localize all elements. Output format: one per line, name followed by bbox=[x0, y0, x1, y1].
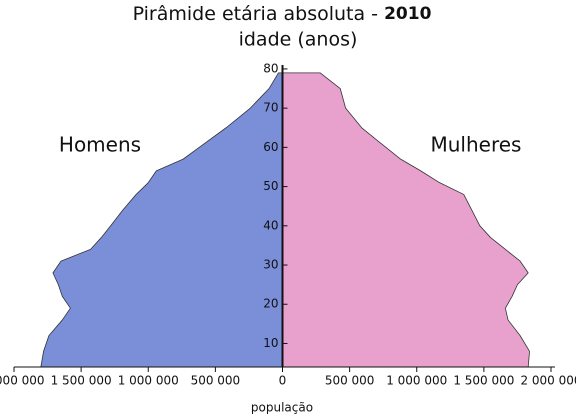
title-text: Pirâmide etária absoluta - bbox=[133, 3, 384, 25]
x-tick-label: 1 000 000 bbox=[118, 374, 179, 388]
legend-label: Mulheres bbox=[431, 133, 522, 157]
x-tick-label: 500 000 bbox=[325, 374, 375, 388]
x-tick-label: 2 000 000 bbox=[520, 374, 576, 388]
y-tick-label: 40 bbox=[263, 218, 278, 232]
x-tick-label: 500 000 bbox=[191, 374, 241, 388]
x-tick-label: 1 000 000 bbox=[386, 374, 447, 388]
y-tick-label: 30 bbox=[263, 258, 278, 272]
chart-title: Pirâmide etária absoluta - 2010 bbox=[133, 3, 432, 25]
area bbox=[40, 72, 283, 368]
y-tick-label: 10 bbox=[263, 336, 278, 350]
y-tick-label: 20 bbox=[263, 297, 278, 311]
x-tick-label: 0 bbox=[279, 374, 287, 388]
legend-label: Homens bbox=[59, 133, 141, 157]
area bbox=[282, 72, 530, 368]
x-axis-label: população bbox=[251, 401, 313, 415]
y-tick-label: 80 bbox=[263, 61, 278, 75]
title-year: 2010 bbox=[384, 4, 431, 24]
y-tick-label: 70 bbox=[263, 101, 278, 115]
y-tick-label: 50 bbox=[263, 179, 278, 193]
subtitle: idade (anos) bbox=[239, 29, 358, 51]
x-tick-label: 2 000 000 bbox=[0, 374, 45, 388]
x-tick-label: 1 500 000 bbox=[51, 374, 112, 388]
y-tick-label: 60 bbox=[263, 140, 278, 154]
x-tick-label: 1 500 000 bbox=[453, 374, 514, 388]
